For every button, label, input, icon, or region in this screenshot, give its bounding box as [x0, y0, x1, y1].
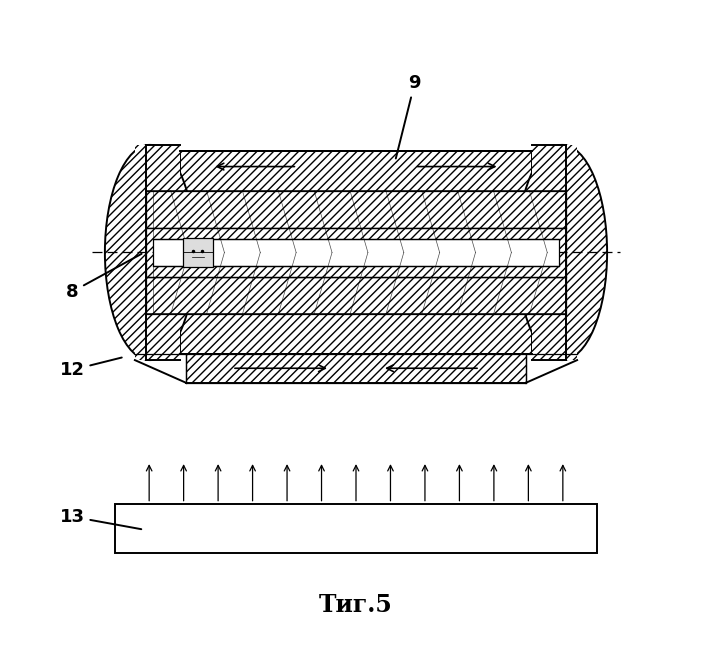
Bar: [183, 238, 212, 267]
Bar: [152, 240, 560, 265]
Text: Τиг.5: Τиг.5: [319, 593, 393, 617]
Ellipse shape: [105, 145, 195, 360]
Bar: [146, 191, 566, 228]
Bar: [135, 145, 180, 360]
Text: 9: 9: [396, 74, 421, 159]
Text: 13: 13: [60, 508, 141, 529]
Bar: [532, 145, 577, 360]
Bar: [146, 277, 566, 314]
Ellipse shape: [517, 145, 607, 360]
Bar: [187, 354, 525, 383]
Text: 8: 8: [66, 254, 142, 301]
Bar: [115, 504, 597, 553]
Bar: [146, 228, 566, 277]
Text: 12: 12: [60, 358, 122, 379]
Bar: [180, 151, 532, 354]
